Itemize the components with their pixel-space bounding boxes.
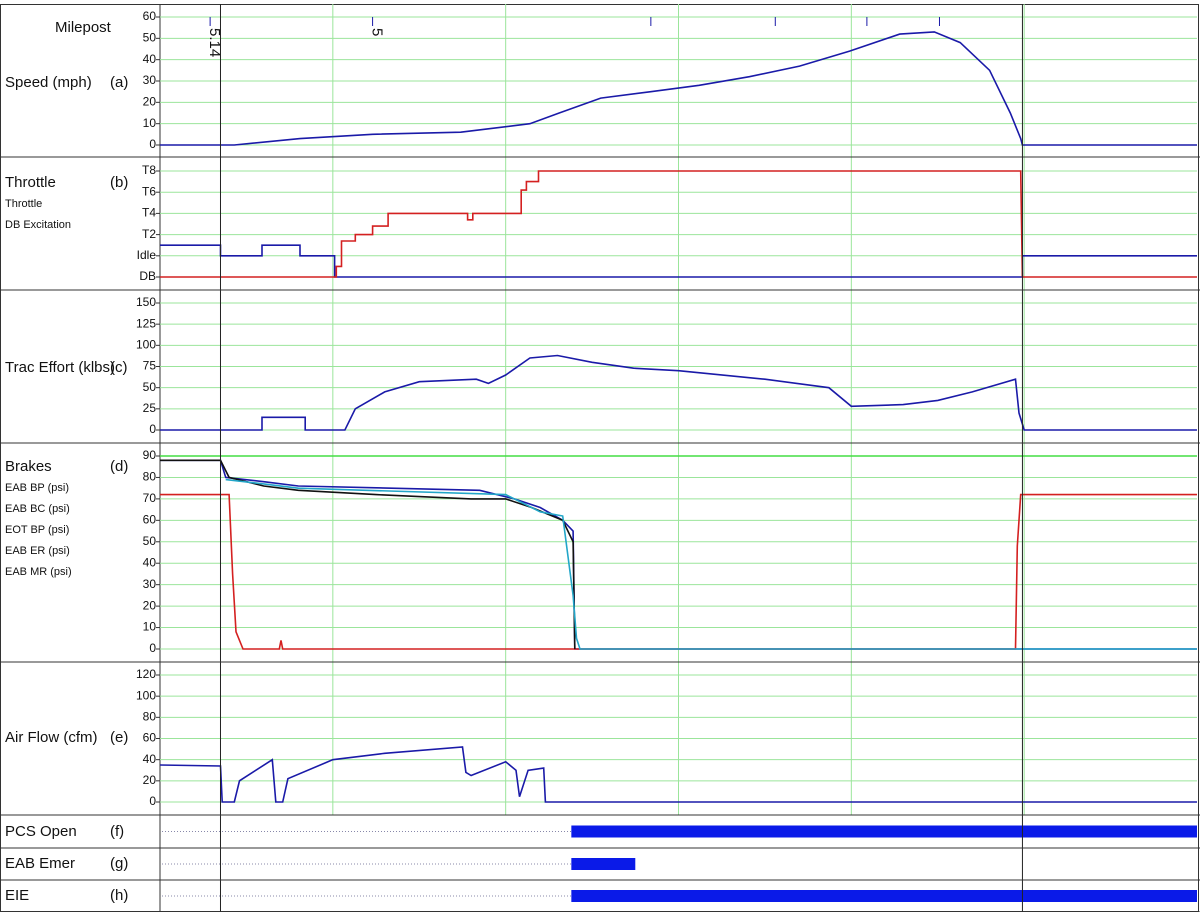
series-line	[225, 478, 1197, 650]
panel-label: Speed (mph)	[5, 74, 92, 91]
y-tick-label: 120	[136, 667, 156, 681]
y-tick-label: 75	[143, 359, 157, 373]
y-tick-label: 20	[143, 95, 157, 109]
milepost-label: 5.14	[206, 28, 223, 57]
panel-label: PCS Open	[5, 823, 77, 840]
y-tick-label: 50	[143, 380, 157, 394]
panel-tag: (g)	[110, 855, 128, 872]
y-tick-label: 0	[149, 641, 156, 655]
y-tick-label: 10	[143, 116, 157, 130]
y-tick-label: 100	[136, 688, 156, 702]
y-tick-label: 0	[149, 794, 156, 808]
legend-entry: EAB BP (psi)	[5, 482, 69, 494]
y-tick-label: 90	[143, 448, 157, 462]
y-tick-label: 125	[136, 316, 156, 330]
panel-label: Trac Effort (klbs)	[5, 359, 115, 376]
y-tick-label: 10	[143, 620, 157, 634]
y-tick-label: 0	[149, 422, 156, 436]
y-tick-label: 60	[143, 731, 157, 745]
y-tick-label: T2	[142, 227, 156, 241]
series-line	[160, 170, 1197, 278]
overlay-layer: 5.14 5	[0, 4, 1200, 912]
milepost-label: 5	[369, 28, 386, 36]
y-tick-label: 25	[143, 401, 157, 415]
panel-label: Brakes	[5, 458, 52, 475]
panel-tag: (a)	[110, 74, 128, 91]
legend-entry: EAB MR (psi)	[5, 566, 72, 578]
y-tick-label: T6	[142, 184, 156, 198]
panel-tag: (c)	[110, 359, 128, 376]
y-tick-label: 80	[143, 470, 157, 484]
series-line	[160, 459, 576, 650]
y-tick-label: 50	[143, 31, 157, 45]
panel-tag: (h)	[110, 887, 128, 904]
series-line	[159, 746, 1197, 803]
legend-entry: EAB ER (psi)	[5, 545, 70, 557]
legend-entry: Throttle	[5, 198, 42, 210]
y-tick-label: T8	[142, 163, 156, 177]
y-tick-label: 70	[143, 491, 157, 505]
y-tick-label: 40	[143, 52, 157, 66]
series-line	[160, 31, 1197, 146]
panel-label: EAB Emer	[5, 855, 75, 872]
panel-tag: (d)	[110, 458, 128, 475]
legend-entry: DB Excitation	[5, 219, 71, 231]
y-tick-label: 30	[143, 577, 157, 591]
y-tick-label: 20	[143, 598, 157, 612]
panel-tag: (f)	[110, 823, 124, 840]
series-line	[160, 354, 1197, 431]
y-tick-label: 40	[143, 555, 157, 569]
milepost-title: Milepost	[55, 19, 112, 36]
panel-tag: (b)	[110, 174, 128, 191]
series-line	[160, 493, 1197, 650]
y-tick-label: T4	[142, 206, 156, 220]
legend-entry: EAB BC (psi)	[5, 503, 70, 515]
event-bar	[571, 858, 636, 870]
y-tick-label: Idle	[137, 248, 157, 262]
panel-label: EIE	[5, 887, 29, 904]
panel-tag: (e)	[110, 729, 128, 746]
y-tick-label: 150	[136, 295, 156, 309]
frame	[0, 4, 1199, 912]
y-tick-label: 20	[143, 773, 157, 787]
y-tick-label: 40	[143, 752, 157, 766]
y-tick-label: 60	[143, 513, 157, 527]
y-tick-label: 60	[143, 9, 157, 23]
event-bar	[571, 890, 1197, 902]
y-tick-label: 30	[143, 73, 157, 87]
panel-label: Throttle	[5, 174, 56, 191]
panel-label: Air Flow (cfm)	[5, 729, 98, 746]
y-tick-label: 80	[143, 710, 157, 724]
y-tick-label: 100	[136, 338, 156, 352]
event-bar	[571, 825, 1197, 838]
y-tick-label: 0	[149, 137, 156, 151]
y-tick-label: 50	[143, 534, 157, 548]
y-tick-label: DB	[139, 269, 156, 283]
legend-entry: EOT BP (psi)	[5, 524, 69, 536]
